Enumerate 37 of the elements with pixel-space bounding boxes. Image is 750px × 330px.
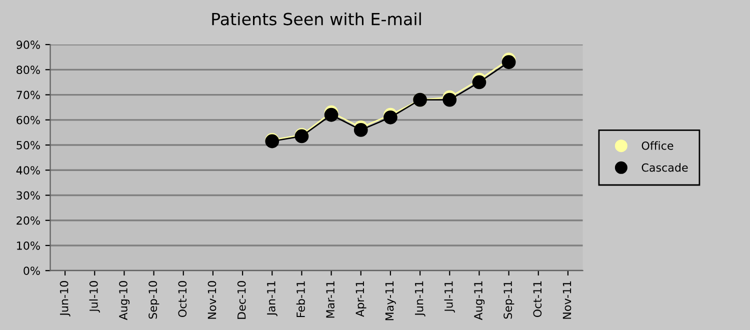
chart-title: Patients Seen with E-mail bbox=[212, 12, 421, 26]
x-tick-label: Nov-10 bbox=[208, 281, 216, 319]
legend-label: Office bbox=[642, 141, 674, 150]
x-tick-label: Aug-10 bbox=[119, 281, 130, 320]
point bbox=[502, 55, 516, 70]
y-tick-label: 80% bbox=[16, 66, 40, 74]
y-tick-label: 10% bbox=[17, 241, 40, 250]
x-tick-label: Mar-11 bbox=[326, 281, 335, 318]
y-tick-label: 70% bbox=[16, 90, 40, 100]
y-tick-label: 30% bbox=[16, 191, 40, 200]
y-tick-label: 20% bbox=[16, 216, 40, 225]
x-tick-label: Dec-10 bbox=[237, 281, 246, 319]
x-tick-label: Sep-10 bbox=[148, 281, 160, 319]
x-tick-label: Oct-11 bbox=[533, 281, 542, 318]
x-tick-label: Feb-11 bbox=[296, 281, 305, 318]
x-tick-label: May-11 bbox=[385, 281, 396, 320]
x-tick-label: Aug-11 bbox=[474, 281, 485, 320]
point bbox=[354, 123, 368, 137]
x-tick-label: Nov-11 bbox=[562, 281, 572, 319]
point bbox=[324, 108, 338, 122]
x-tick-label: Jul-10 bbox=[89, 281, 100, 312]
point bbox=[472, 75, 486, 90]
legend-label: Cascade bbox=[642, 163, 688, 172]
x-tick-label: Sep-11 bbox=[504, 281, 514, 319]
x-tick-label: Jun-10 bbox=[60, 281, 70, 316]
x-tick-label: Jan-11 bbox=[267, 281, 278, 316]
point bbox=[384, 110, 398, 124]
point bbox=[442, 92, 457, 107]
y-tick-label: 60% bbox=[16, 116, 40, 124]
x-tick-label: Apr-11 bbox=[356, 281, 366, 317]
y-tick-label: 50% bbox=[16, 140, 40, 150]
x-tick-label: Oct-10 bbox=[178, 281, 187, 318]
y-tick-label: 0% bbox=[24, 266, 40, 275]
y-tick-label: 40% bbox=[16, 166, 40, 175]
y-tick-label: 90% bbox=[16, 40, 40, 49]
x-tick-label: Jun-11 bbox=[415, 281, 426, 316]
x-tick-label: Jul-11 bbox=[444, 281, 455, 312]
